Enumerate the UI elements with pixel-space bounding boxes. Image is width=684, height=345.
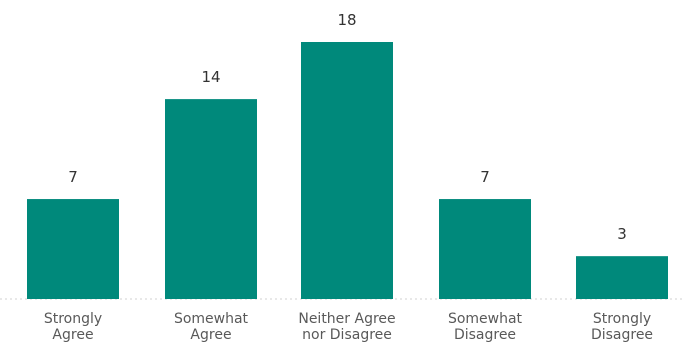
category-label-line: Disagree: [591, 327, 653, 343]
category-label-3: Somewhat Disagree: [448, 311, 523, 343]
bar-0: [27, 199, 119, 299]
value-label-0: 7: [68, 168, 78, 186]
bar-3: [439, 199, 531, 299]
category-label-line: Somewhat: [174, 311, 249, 327]
category-label-2: Neither Agree nor Disagree: [298, 311, 395, 343]
bar-2: [301, 42, 393, 299]
value-label-1: 14: [201, 68, 220, 86]
value-label-3: 7: [480, 168, 490, 186]
category-label-line: Neither Agree: [298, 311, 395, 327]
category-label-0: Strongly Agree: [44, 311, 102, 343]
category-label-line: Agree: [52, 327, 93, 343]
value-labels-group: 7 14 18 7 3: [68, 11, 627, 243]
category-label-line: nor Disagree: [302, 327, 392, 343]
category-label-4: Strongly Disagree: [591, 311, 653, 343]
bar-4: [576, 256, 668, 299]
bars-group: [27, 42, 668, 299]
bar-1: [165, 99, 257, 299]
category-label-line: Agree: [190, 327, 231, 343]
value-label-2: 18: [337, 11, 356, 29]
category-label-line: Disagree: [454, 327, 516, 343]
category-label-line: Strongly: [593, 311, 651, 327]
value-label-4: 3: [617, 225, 627, 243]
category-label-1: Somewhat Agree: [174, 311, 249, 343]
category-label-line: Strongly: [44, 311, 102, 327]
category-label-line: Somewhat: [448, 311, 523, 327]
